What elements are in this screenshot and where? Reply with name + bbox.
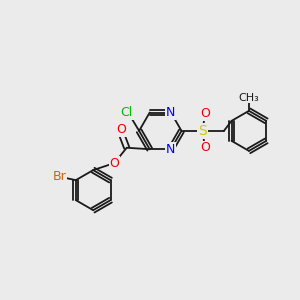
Text: S: S [198, 124, 207, 138]
Text: Cl: Cl [121, 106, 133, 119]
Text: Br: Br [53, 170, 67, 183]
Text: O: O [200, 141, 210, 154]
Text: O: O [200, 107, 210, 120]
Text: N: N [166, 106, 176, 119]
Text: O: O [110, 157, 119, 169]
Text: O: O [116, 123, 126, 136]
Text: N: N [166, 143, 176, 156]
Text: CH₃: CH₃ [238, 93, 259, 103]
